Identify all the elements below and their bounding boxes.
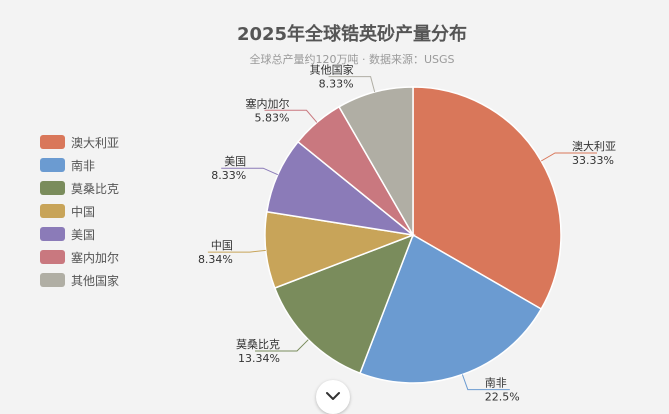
slice-value-label: 8.33%: [211, 169, 246, 182]
pie-slice[interactable]: [338, 86, 414, 238]
legend-item[interactable]: 澳大利亚: [40, 134, 119, 150]
legend-label: 塞内加尔: [71, 250, 120, 265]
leader-line: [328, 76, 376, 93]
pie-slice[interactable]: [412, 86, 562, 310]
slice-category-label: 美国: [224, 155, 246, 168]
legend-item[interactable]: 莫桑比克: [40, 180, 119, 196]
legend-swatch: [40, 227, 65, 241]
chart-title: 2025年全球锆英砂产量分布: [237, 23, 467, 45]
legend-swatch: [40, 181, 65, 195]
leader-line: [461, 374, 510, 391]
legend-label: 其他国家: [71, 273, 120, 288]
legend-swatch: [40, 135, 65, 149]
legend-item[interactable]: 其他国家: [40, 272, 119, 288]
slice-value-label: 8.34%: [198, 253, 233, 266]
pie-chart: 2025年全球锆英砂产量分布 全球总产量约120万吨 · 数据来源：USGS 澳…: [198, 23, 616, 403]
slice-value-label: 5.83%: [255, 111, 290, 124]
slice-category-label: 澳大利亚: [572, 139, 616, 153]
slice-category-label: 塞内加尔: [246, 96, 290, 110]
leader-line: [540, 152, 597, 162]
legend-label: 南非: [71, 158, 96, 173]
legend-label: 莫桑比克: [71, 181, 120, 196]
leader-line: [255, 339, 309, 352]
pie-slice[interactable]: [359, 233, 543, 384]
legend-item[interactable]: 塞内加尔: [40, 249, 119, 265]
slice-value-label: 13.34%: [238, 352, 280, 365]
slice-category-label: 其他国家: [310, 63, 354, 77]
pie-slice[interactable]: [273, 233, 415, 375]
legend-item[interactable]: 美国: [40, 226, 119, 242]
leader-line: [207, 249, 266, 253]
legend-swatch: [40, 273, 65, 287]
legend-swatch: [40, 158, 65, 172]
slice-category-label: 南非: [485, 377, 507, 390]
legend-label: 美国: [71, 227, 96, 242]
chart-subtitle: 全球总产量约120万吨 · 数据来源：USGS: [249, 52, 454, 66]
slice-value-label: 33.33%: [572, 154, 614, 167]
expand-button[interactable]: [316, 380, 350, 414]
legend-item[interactable]: 南非: [40, 157, 119, 173]
leader-line: [221, 167, 279, 176]
legend-swatch: [40, 204, 65, 218]
slice-category-label: 中国: [211, 239, 233, 252]
slice-value-label: 22.5%: [485, 391, 520, 403]
legend-label: 澳大利亚: [71, 135, 120, 150]
legend-swatch: [40, 250, 65, 264]
legend-label: 中国: [71, 204, 96, 219]
leader-line: [264, 109, 318, 123]
legend-item[interactable]: 中国: [40, 203, 119, 219]
legend: 澳大利亚南非莫桑比克中国美国塞内加尔其他国家: [40, 134, 119, 288]
chevron-down-icon: [326, 392, 340, 400]
slice-category-label: 莫桑比克: [236, 338, 280, 351]
slice-value-label: 8.33%: [319, 78, 354, 91]
